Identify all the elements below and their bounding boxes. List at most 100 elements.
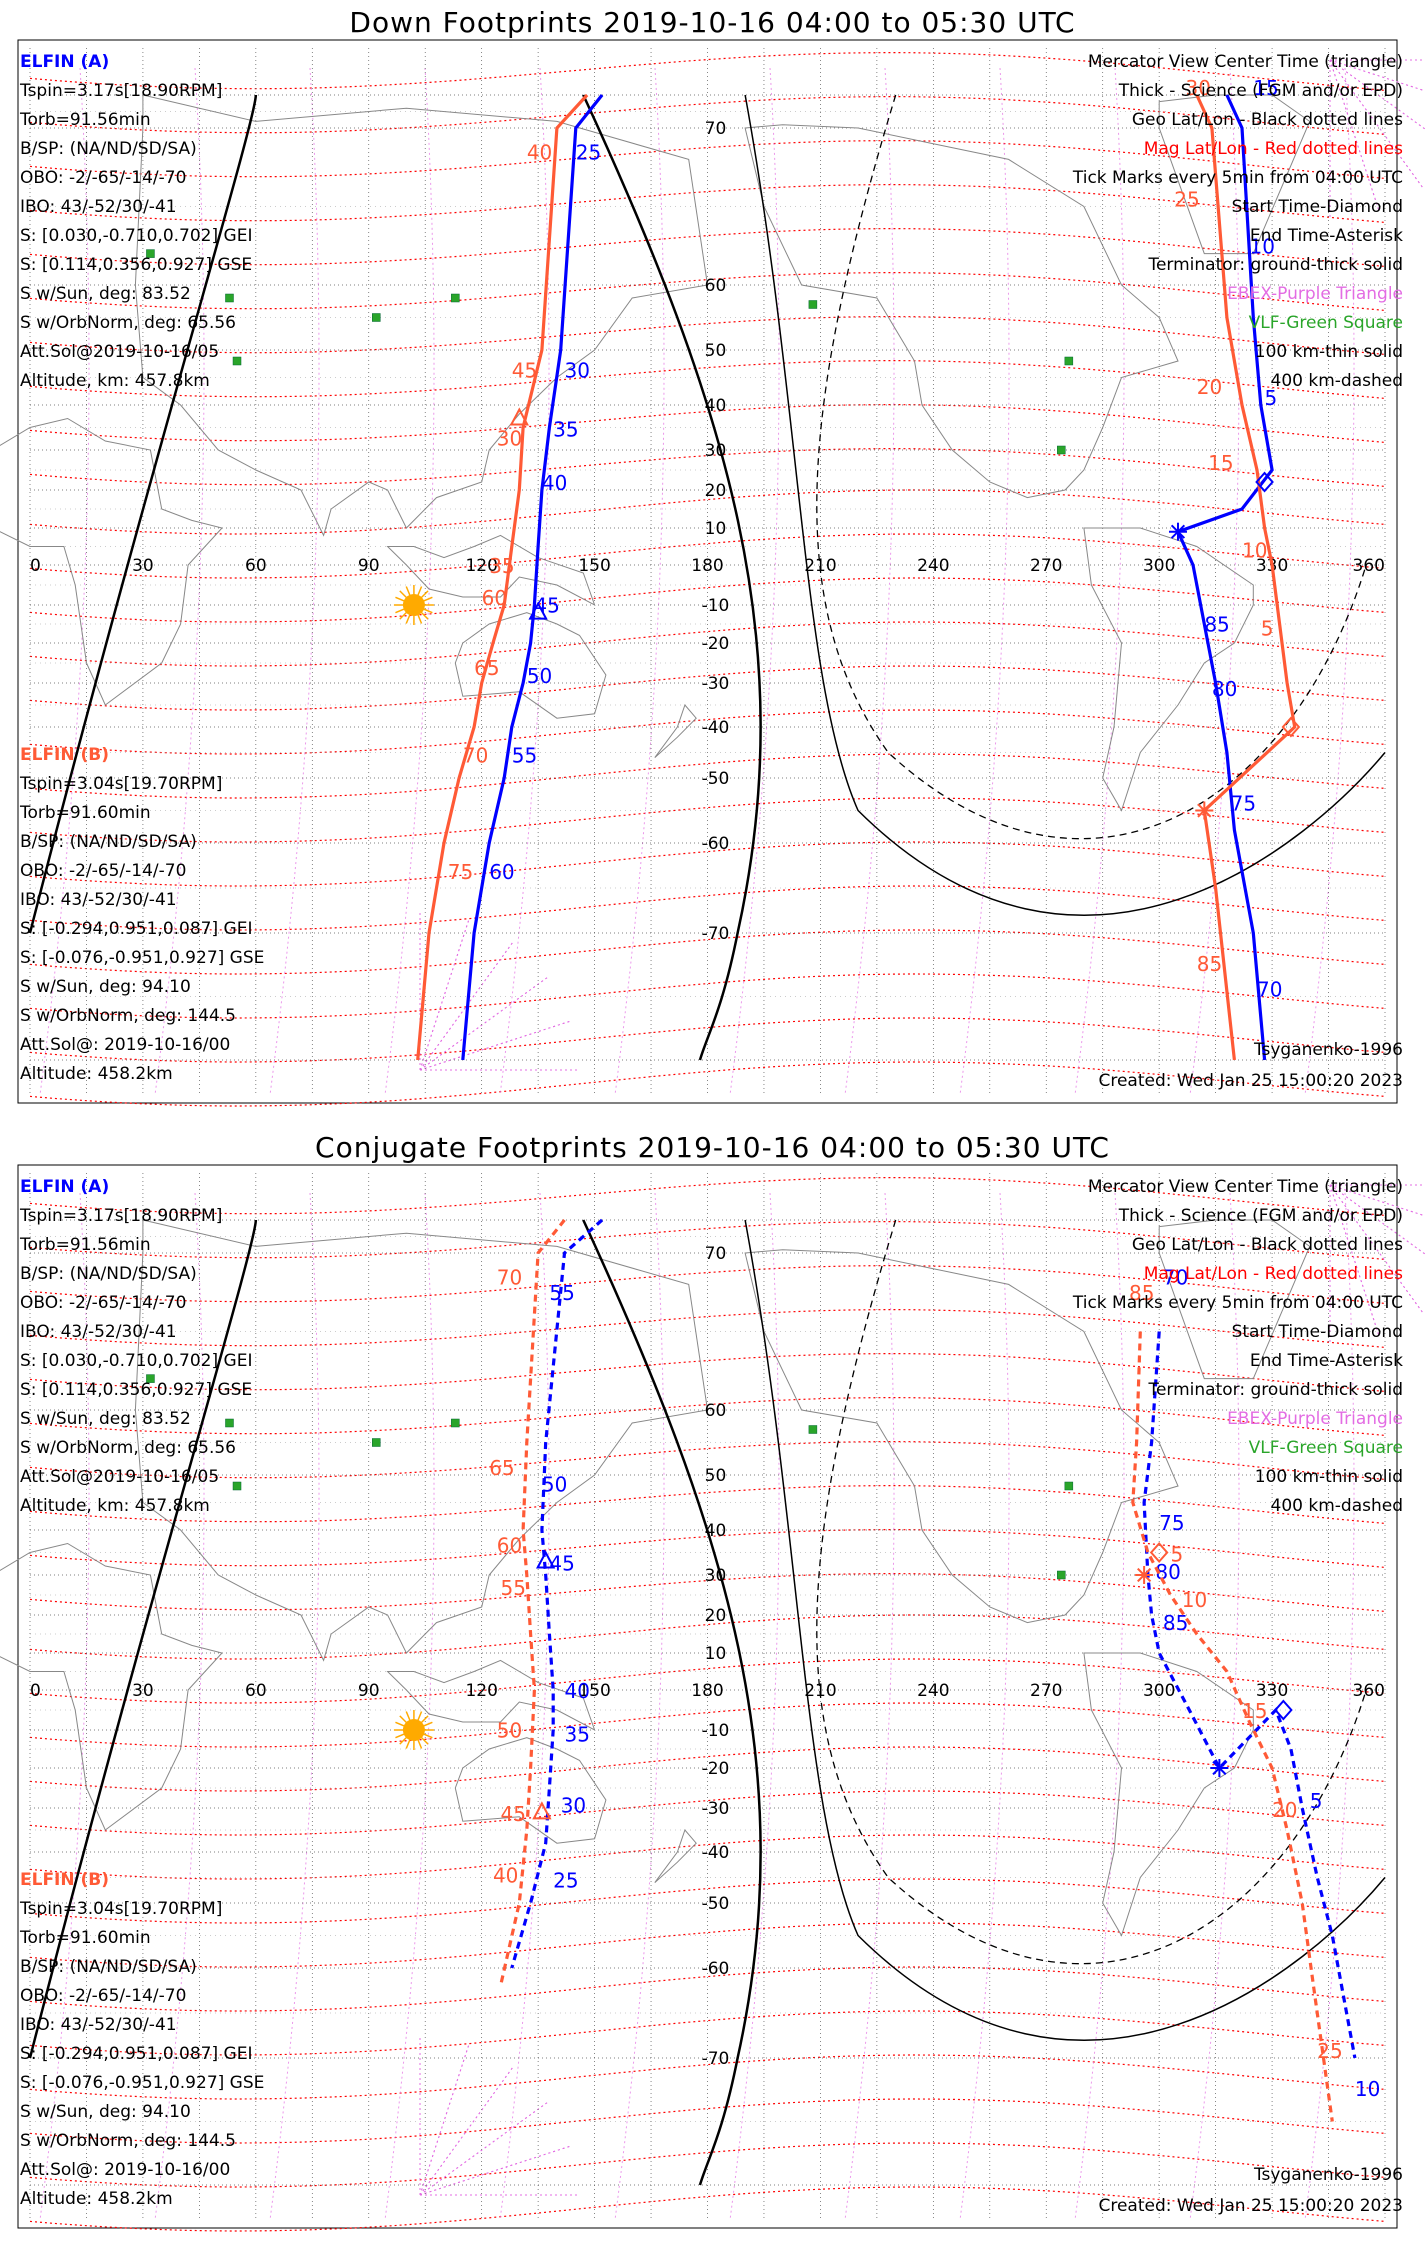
mag-lon-line [844, 1192, 895, 2221]
lat-tick-label: -30 [702, 674, 730, 694]
mag-lat-line [29, 709, 1386, 755]
lat-tick-label: -70 [702, 924, 730, 944]
mag-lat-line [29, 841, 1386, 887]
tick-label: 75 [1231, 792, 1256, 816]
elfin-a-info: ELFIN (A) Tspin=3.17s[18.90RPM] Torb=91.56… [20, 1177, 252, 1516]
tick-label: 25 [576, 140, 601, 164]
info-line: Tspin=3.04s[19.70RPM] [20, 1899, 223, 1919]
info-line: B/SP: (NA/ND/SD/SA) [20, 139, 197, 159]
info-line: IBO: 43/-52/30/-41 [20, 890, 177, 910]
down-footprints-panel: 0 30 60 90 120 150 180 210 240 270 300 330 360 70 60 50… [0, 6, 1425, 1107]
land-outline [386, 534, 596, 607]
track-elfin-b: 85 5 10 15 20 25 [1129, 1281, 1343, 2122]
info-line: IBO: 43/-52/30/-41 [20, 1322, 177, 1342]
mag-lon-line [959, 1192, 1010, 2221]
mag-lat-line [29, 489, 1386, 535]
lon-tick-label: 30 [132, 556, 154, 576]
center-triangle-marker [535, 1550, 556, 1569]
mag-lon-line [269, 1192, 320, 2221]
track-line [461, 94, 604, 1061]
mag-lat-line [29, 929, 1386, 975]
mag-lat-line [29, 885, 1386, 931]
end-asterisk-marker [1212, 1760, 1227, 1776]
tick-label: 30 [564, 359, 589, 383]
tick-label: 10 [1182, 1588, 1207, 1612]
vlf-square [1064, 356, 1074, 366]
tick-label: 70 [463, 744, 488, 768]
lat-tick-label: -70 [702, 2049, 730, 2069]
land-outline [1083, 1652, 1254, 1937]
mag-lat-line [29, 533, 1386, 579]
legend-entry: Mag Lat/Lon - Red dotted lines [1143, 1264, 1403, 1284]
center-triangle-marker [528, 601, 548, 620]
lon-tick-label: 180 [691, 1681, 723, 1701]
end-asterisk-marker [1197, 803, 1212, 818]
vlf-square [225, 293, 234, 303]
radial-line [419, 1020, 573, 1071]
radial-line [1329, 59, 1425, 190]
tick-label: 15 [1242, 1699, 1267, 1723]
mag-lat-line [29, 753, 1386, 799]
info-line: S w/Sun, deg: 94.10 [20, 977, 191, 997]
legend-entry: Thick - Science (FGM and/or EPD) [1118, 81, 1403, 101]
vlf-square [146, 249, 155, 258]
lon-tick-label: 60 [245, 1681, 267, 1701]
start-diamond-marker [1281, 716, 1301, 738]
info-line: S w/OrbNorm, deg: 65.56 [20, 313, 237, 333]
tick-label: 55 [512, 744, 537, 768]
lon-tick-label: 210 [804, 556, 836, 576]
tick-label: 20 [1197, 375, 1222, 399]
info-line: S w/OrbNorm, deg: 144.5 [20, 2131, 237, 2151]
terminator-central [582, 1219, 762, 2186]
mag-lon-line [39, 67, 90, 1096]
lon-tick-label: 120 [465, 1681, 497, 1701]
lat-tick-label: 20 [705, 1606, 727, 1626]
lon-tick-label: 210 [804, 1681, 836, 1701]
lon-tick-label: 90 [358, 556, 380, 576]
land-outline [744, 124, 1179, 499]
mag-lon-line [1189, 67, 1240, 1096]
lat-tick-label: -60 [702, 1959, 730, 1979]
lat-tick-label: -40 [702, 718, 730, 738]
mag-lat-line [29, 1966, 1386, 2012]
lat-tick-label: -60 [702, 834, 730, 854]
tick-label: 35 [553, 418, 578, 442]
lon-tick-label: 60 [245, 556, 267, 576]
vlf-square [225, 1418, 234, 1428]
tick-label: 85 [1197, 952, 1222, 976]
mag-lon-line [1189, 1192, 1240, 2221]
tick-label: 60 [489, 860, 514, 884]
legend-entry: Terminator: ground-thick solid [1148, 255, 1403, 275]
legend-entry: Start Time-Diamond [1231, 197, 1403, 217]
lon-tick-label: 240 [917, 556, 949, 576]
tick-label: 55 [549, 1281, 574, 1305]
center-triangle-marker [532, 1801, 552, 1820]
mag-lat-line [29, 2142, 1386, 2188]
info-line: Torb=91.60min [20, 803, 151, 823]
info-line: B/SP: (NA/ND/SD/SA) [20, 1264, 197, 1284]
mag-lon-line [499, 67, 550, 1096]
panel-title: Conjugate Footprints 2019-10-16 04:00 to… [315, 1131, 1110, 1164]
terminator-central [582, 94, 762, 1061]
mag-lat-line [29, 1878, 1386, 1924]
tick-label: 5 [1261, 616, 1274, 640]
legend-entry: Mercator View Center Time (triangle) [1087, 1177, 1403, 1197]
mag-lon-line [1074, 1192, 1125, 2221]
info-line: Torb=91.56min [20, 1235, 151, 1255]
info-line: S: [-0.294,0.951,0.087] GEI [20, 919, 253, 939]
lat-tick-label: 70 [705, 1244, 727, 1264]
track-line [1131, 1331, 1334, 2122]
geo-grid [29, 1173, 1386, 2220]
vlf-square [1064, 1481, 1074, 1491]
tick-label: 80 [1212, 677, 1237, 701]
legend-entry: Thick - Science (FGM and/or EPD) [1118, 1206, 1403, 1226]
info-line: S w/Sun, deg: 83.52 [20, 1409, 191, 1429]
legend-entry: Start Time-Diamond [1231, 1322, 1403, 1342]
satellite-name: ELFIN (B) [20, 1870, 110, 1890]
tick-label: 85 [1163, 1611, 1188, 1635]
land-outline [0, 417, 223, 706]
conjugate-footprints-map: 0 30 60 90 120 150 180 210 240 270 300 330 360 70 60 50… [0, 1164, 1425, 2232]
lon-tick-label: 180 [691, 556, 723, 576]
vlf-square [372, 313, 381, 322]
